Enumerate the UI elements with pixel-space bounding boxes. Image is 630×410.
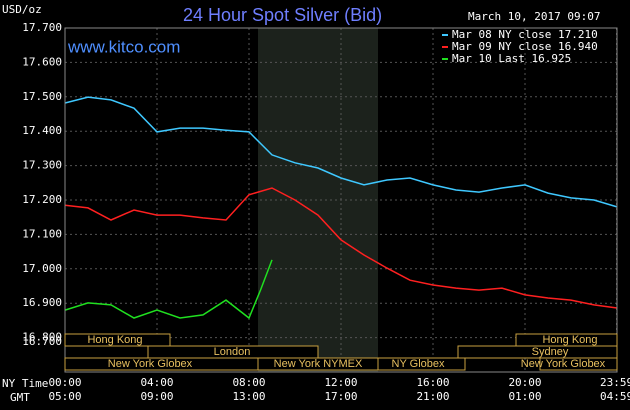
y-tick-label: 17.400: [22, 124, 62, 137]
legend-label: Mar 08 NY close 17.210: [452, 28, 598, 41]
series-line: [64, 187, 618, 309]
x2-axis-label: GMT: [10, 391, 30, 404]
x-axis-label: NY Time: [2, 377, 48, 390]
session-label: New York Globex: [108, 358, 193, 370]
legend-label: Mar 09 NY close 16.940: [452, 40, 598, 53]
x2-tick-label: 09:00: [140, 390, 173, 403]
y-tick-label: 17.700: [22, 21, 62, 34]
session-bar: [457, 345, 618, 359]
session-label: NY Globex: [392, 358, 445, 370]
x-tick-label: 16:00: [416, 376, 449, 389]
x2-tick-label: 05:00: [48, 390, 81, 403]
session-bar: [64, 333, 171, 347]
x2-tick-label: 17:00: [324, 390, 357, 403]
watermark: www.kitco.com: [67, 37, 180, 56]
session-label: Sydney: [532, 346, 569, 358]
x2-tick-label: 13:00: [232, 390, 265, 403]
y-tick-label: 17.300: [22, 159, 62, 172]
y-tick-label: 16.700: [22, 335, 62, 348]
legend-label: Mar 10 Last 16.925: [452, 52, 571, 65]
x2-tick-label: 21:00: [416, 390, 449, 403]
session-label: London: [214, 346, 251, 358]
y-tick-label: 17.000: [22, 262, 62, 275]
highlight-band: [258, 28, 378, 372]
y-tick-label: 16.800: [22, 331, 62, 344]
series-line: [64, 96, 618, 208]
x-tick-label: 12:00: [324, 376, 357, 389]
x2-tick-label: 04:59: [600, 390, 630, 403]
x-tick-label: 04:00: [140, 376, 173, 389]
session-label: Hong Kong: [87, 334, 142, 346]
session-bar: [377, 357, 466, 371]
y-tick-label: 16.900: [22, 296, 62, 309]
x-tick-label: 00:00: [48, 376, 81, 389]
plot-frame: [64, 27, 618, 373]
x-tick-label: 08:00: [232, 376, 265, 389]
y-tick-label: 17.500: [22, 90, 62, 103]
x2-tick-label: 01:00: [508, 390, 541, 403]
y-tick-label: 17.200: [22, 193, 62, 206]
lines: [64, 96, 618, 320]
series-line: [64, 259, 273, 320]
y-unit: USD/oz: [2, 3, 42, 16]
y-tick-label: 17.600: [22, 55, 62, 68]
sessions: Hong Kong London New York Globex New Yor…: [64, 333, 618, 371]
session-label: New York Globex: [521, 358, 606, 370]
session-label: Hong Kong: [542, 334, 597, 346]
x-tick-label: 23:59: [600, 376, 630, 389]
session-bar: [539, 357, 618, 371]
x-tick-label: 20:00: [508, 376, 541, 389]
chart-title: 24 Hour Spot Silver (Bid): [183, 5, 382, 25]
session-label: New York NYMEX: [274, 358, 363, 370]
timestamp: March 10, 2017 09:07: [468, 10, 600, 23]
y-tick-label: 17.100: [22, 227, 62, 240]
